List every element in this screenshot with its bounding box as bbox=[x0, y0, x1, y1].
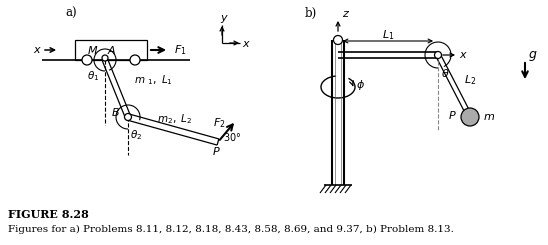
Circle shape bbox=[435, 51, 442, 59]
Text: a): a) bbox=[65, 7, 77, 20]
Text: $\theta_1$: $\theta_1$ bbox=[87, 69, 99, 83]
Text: $m_2,\ L_2$: $m_2,\ L_2$ bbox=[157, 113, 193, 126]
Text: $F_1$: $F_1$ bbox=[174, 43, 187, 57]
Text: $L_1$: $L_1$ bbox=[382, 28, 394, 42]
Text: $M$: $M$ bbox=[87, 44, 99, 56]
Text: $m$: $m$ bbox=[483, 112, 495, 122]
Text: $x$: $x$ bbox=[242, 39, 250, 49]
Text: $\phi$: $\phi$ bbox=[356, 78, 364, 92]
Text: $\theta_2$: $\theta_2$ bbox=[130, 128, 142, 142]
Text: $F_2$: $F_2$ bbox=[213, 116, 225, 130]
Circle shape bbox=[334, 36, 342, 45]
Text: $30°$: $30°$ bbox=[223, 131, 241, 143]
Text: $L_2$: $L_2$ bbox=[464, 73, 476, 87]
Text: $z$: $z$ bbox=[342, 9, 350, 19]
Text: $g$: $g$ bbox=[528, 49, 538, 63]
Circle shape bbox=[82, 55, 92, 65]
Text: $P$: $P$ bbox=[448, 109, 457, 121]
Text: $A$: $A$ bbox=[107, 44, 117, 56]
Text: $P$: $P$ bbox=[212, 145, 220, 157]
Circle shape bbox=[102, 55, 108, 61]
Text: $y$: $y$ bbox=[220, 13, 229, 25]
Text: $x$: $x$ bbox=[459, 50, 467, 60]
Text: FIGURE 8.28: FIGURE 8.28 bbox=[8, 209, 89, 220]
Text: $x$: $x$ bbox=[32, 45, 42, 55]
Circle shape bbox=[124, 113, 132, 121]
Text: $B$: $B$ bbox=[111, 106, 120, 118]
Circle shape bbox=[461, 108, 479, 126]
Circle shape bbox=[130, 55, 140, 65]
Text: Figures for a) Problems 8.11, 8.12, 8.18, 8.43, 8.58, 8.69, and 9.37, b) Problem: Figures for a) Problems 8.11, 8.12, 8.18… bbox=[8, 224, 454, 233]
Bar bbox=[75, 40, 147, 60]
Text: $\theta$: $\theta$ bbox=[441, 67, 449, 79]
Text: $m\ _1,\ L_1$: $m\ _1,\ L_1$ bbox=[134, 74, 174, 87]
Text: b): b) bbox=[305, 7, 317, 20]
